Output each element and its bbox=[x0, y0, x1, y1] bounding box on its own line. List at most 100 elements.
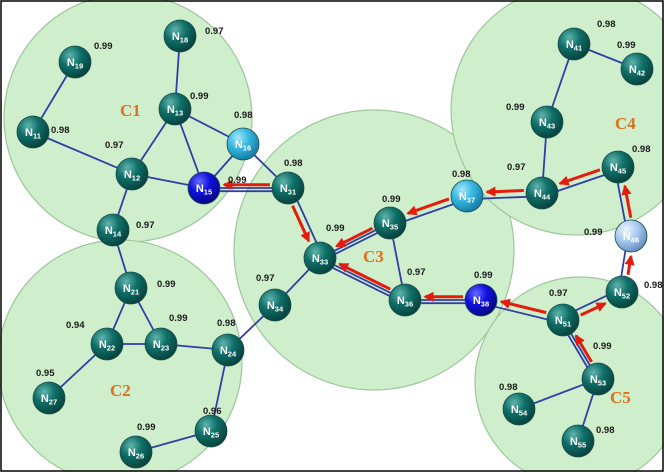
node-label: N31 bbox=[280, 183, 296, 197]
node-label: N19 bbox=[67, 57, 83, 71]
node-index: 36 bbox=[405, 300, 413, 309]
node-letter: N bbox=[99, 339, 107, 351]
node-n24: N24 bbox=[211, 333, 245, 367]
weight-n45: 0.98 bbox=[632, 144, 651, 155]
node-circle bbox=[90, 327, 124, 361]
node-letter: N bbox=[153, 339, 161, 351]
weight-n37: 0.98 bbox=[452, 169, 471, 180]
node-label: N52 bbox=[614, 287, 630, 301]
node-n22: N22 bbox=[90, 327, 124, 361]
node-letter: N bbox=[124, 169, 132, 181]
weight-n51: 0.97 bbox=[549, 288, 568, 299]
node-n18: N18 bbox=[163, 19, 197, 53]
node-index: 26 bbox=[136, 452, 144, 461]
node-n37: N37 bbox=[450, 179, 484, 213]
node-index: 34 bbox=[275, 305, 284, 314]
node-index: 55 bbox=[578, 441, 586, 450]
node-index: 12 bbox=[132, 174, 140, 183]
node-letter: N bbox=[123, 283, 131, 295]
node-label: N25 bbox=[203, 426, 219, 440]
node-label: N53 bbox=[590, 374, 606, 388]
weight-n44: 0.97 bbox=[507, 162, 526, 173]
node-circle bbox=[546, 303, 580, 337]
node-label: N14 bbox=[105, 225, 122, 239]
node-label: N41 bbox=[566, 39, 582, 53]
node-circle bbox=[144, 327, 178, 361]
node-letter: N bbox=[566, 39, 574, 51]
node-circle bbox=[211, 333, 245, 367]
arrow-n35-to-n33 bbox=[335, 226, 374, 248]
node-index: 25 bbox=[211, 431, 219, 440]
node-letter: N bbox=[128, 447, 136, 459]
node-letter: N bbox=[459, 191, 467, 203]
weight-n46: 0.99 bbox=[584, 227, 603, 238]
node-circle bbox=[601, 150, 635, 184]
node-index: 43 bbox=[547, 122, 555, 131]
node-letter: N bbox=[610, 162, 618, 174]
node-index: 46 bbox=[631, 236, 639, 245]
node-label: N21 bbox=[123, 283, 139, 297]
weight-n43: 0.99 bbox=[506, 102, 525, 113]
node-n33: N33 bbox=[303, 241, 337, 275]
node-n15: N15 bbox=[187, 171, 221, 205]
node-circle bbox=[96, 213, 130, 247]
node-letter: N bbox=[629, 64, 637, 76]
node-label: N27 bbox=[41, 393, 57, 407]
weight-n34: 0.97 bbox=[256, 273, 275, 284]
weight-n15: 0.99 bbox=[228, 175, 247, 186]
node-index: 54 bbox=[519, 409, 528, 418]
node-circle bbox=[258, 288, 292, 322]
node-circle bbox=[530, 105, 564, 139]
node-label: N24 bbox=[220, 345, 237, 359]
weight-n13: 0.99 bbox=[190, 91, 209, 102]
arrow-n51-to-n52 bbox=[579, 302, 607, 317]
node-letter: N bbox=[172, 31, 180, 43]
cluster-label-c4: C4 bbox=[615, 114, 636, 133]
node-label: N11 bbox=[25, 127, 41, 141]
node-circle bbox=[557, 27, 591, 61]
node-letter: N bbox=[614, 287, 622, 299]
node-label: N45 bbox=[610, 162, 626, 176]
node-circle bbox=[502, 392, 536, 426]
node-circle bbox=[115, 157, 149, 191]
weight-n25: 0.96 bbox=[203, 406, 222, 417]
node-n27: N27 bbox=[32, 381, 66, 415]
cluster-label-c2: C2 bbox=[110, 381, 131, 400]
node-circle bbox=[450, 179, 484, 213]
weight-n26: 0.99 bbox=[137, 422, 156, 433]
weight-n21: 0.99 bbox=[157, 279, 176, 290]
arrow-n51-to-n38 bbox=[499, 298, 547, 315]
weight-n38: 0.99 bbox=[474, 270, 493, 281]
node-index: 13 bbox=[175, 109, 183, 118]
node-n31: N31 bbox=[271, 171, 305, 205]
node-index: 33 bbox=[320, 258, 328, 267]
node-index: 37 bbox=[467, 196, 475, 205]
node-index: 21 bbox=[131, 288, 139, 297]
node-letter: N bbox=[534, 188, 542, 200]
node-letter: N bbox=[397, 295, 405, 307]
weight-n42: 0.99 bbox=[617, 40, 636, 51]
node-circle bbox=[119, 435, 153, 469]
node-index: 42 bbox=[637, 69, 645, 78]
node-label: N36 bbox=[397, 295, 413, 309]
node-circle bbox=[581, 362, 615, 396]
node-letter: N bbox=[41, 393, 49, 405]
weight-n12: 0.97 bbox=[105, 140, 124, 151]
node-n25: N25 bbox=[194, 414, 228, 448]
node-index: 18 bbox=[180, 36, 188, 45]
weight-n52: 0.98 bbox=[644, 280, 663, 291]
node-index: 45 bbox=[618, 167, 626, 176]
node-circle bbox=[605, 275, 639, 309]
node-letter: N bbox=[25, 127, 33, 139]
cluster-label-c3: C3 bbox=[363, 247, 384, 266]
node-label: N38 bbox=[473, 295, 489, 309]
node-n54: N54 bbox=[502, 392, 536, 426]
node-label: N54 bbox=[511, 404, 528, 418]
node-n43: N43 bbox=[530, 105, 564, 139]
node-n44: N44 bbox=[525, 176, 559, 210]
node-index: 52 bbox=[622, 292, 630, 301]
arrow-n37-to-n35 bbox=[406, 197, 450, 216]
weight-n41: 0.98 bbox=[597, 19, 616, 30]
node-circle bbox=[464, 283, 498, 317]
